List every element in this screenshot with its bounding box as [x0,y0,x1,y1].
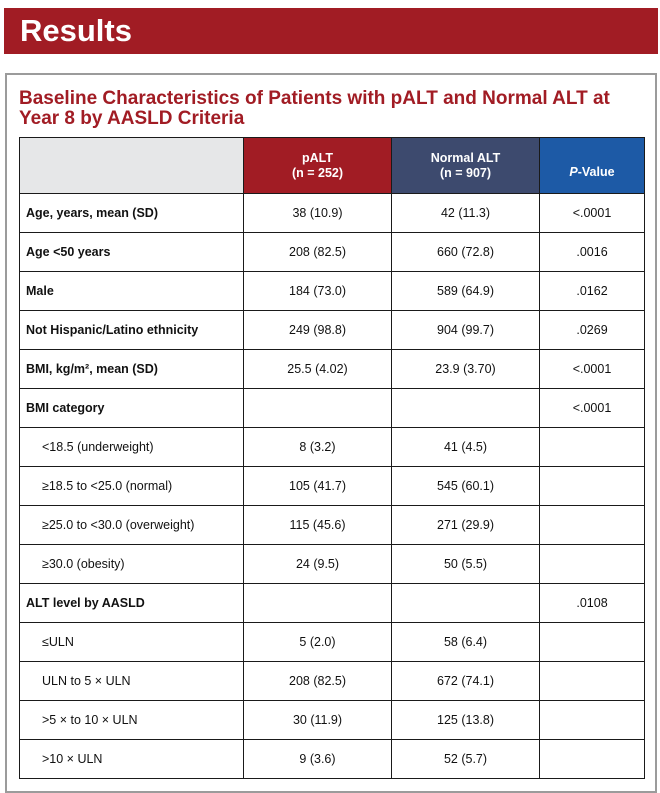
header-normal-label: Normal ALT [430,150,501,165]
palt-value: 184 (73.0) [243,271,392,311]
palt-value: 8 (3.2) [243,427,392,467]
header-normal-alt: Normal ALT (n = 907) [391,137,540,194]
p-value: <.0001 [539,349,645,389]
row-label: ≥30.0 (obesity) [19,544,244,584]
palt-value: 115 (45.6) [243,505,392,545]
normal-alt-value: 589 (64.9) [391,271,540,311]
normal-alt-value: 42 (11.3) [391,193,540,233]
row-label: >10 × ULN [19,739,244,779]
palt-value: 24 (9.5) [243,544,392,584]
normal-alt-value: 545 (60.1) [391,466,540,506]
row-label: ALT level by AASLD [19,583,244,623]
table-row: Not Hispanic/Latino ethnicity 249 (98.8) 9… [19,310,645,350]
p-value: .0269 [539,310,645,350]
row-label: ULN to 5 × ULN [19,661,244,701]
palt-value: 30 (11.9) [243,700,392,740]
palt-value: 208 (82.5) [243,232,392,272]
row-label: BMI, kg/m², mean (SD) [19,349,244,389]
normal-alt-value: 125 (13.8) [391,700,540,740]
p-value: <.0001 [539,193,645,233]
table-row: <18.5 (underweight) 8 (3.2) 41 (4.5) [19,427,645,467]
table-row: ALT level by AASLD .0108 [19,583,645,623]
p-value [539,427,645,467]
p-value: .0162 [539,271,645,311]
normal-alt-value: 672 (74.1) [391,661,540,701]
row-label: ≥18.5 to <25.0 (normal) [19,466,244,506]
palt-value [243,583,392,623]
table-row: Age, years, mean (SD) 38 (10.9) 42 (11.3) <… [19,193,645,233]
p-value [539,622,645,662]
p-value [539,739,645,779]
table-row: Age <50 years 208 (82.5) 660 (72.8) .0016 [19,232,645,272]
normal-alt-value: 50 (5.5) [391,544,540,584]
normal-alt-value: 41 (4.5) [391,427,540,467]
table-row: >5 × to 10 × ULN 30 (11.9) 125 (13.8) [19,700,645,740]
results-banner: Results [4,8,658,54]
row-label: Age <50 years [19,232,244,272]
header-palt-label: pALT [301,150,333,165]
table-row: >10 × ULN 9 (3.6) 52 (5.7) [19,739,645,779]
normal-alt-value [391,583,540,623]
palt-value: 38 (10.9) [243,193,392,233]
normal-alt-value: 23.9 (3.70) [391,349,540,389]
normal-alt-value: 52 (5.7) [391,739,540,779]
row-label: ≥25.0 to <30.0 (overweight) [19,505,244,545]
table-row: Male 184 (73.0) 589 (64.9) .0162 [19,271,645,311]
table-row: ≥30.0 (obesity) 24 (9.5) 50 (5.5) [19,544,645,584]
row-label: BMI category [19,388,244,428]
row-label: ≤ULN [19,622,244,662]
table-row: BMI, kg/m², mean (SD) 25.5 (4.02) 23.9 (3.… [19,349,645,389]
normal-alt-value: 58 (6.4) [391,622,540,662]
row-label: <18.5 (underweight) [19,427,244,467]
p-value: <.0001 [539,388,645,428]
table-row: ≤ULN 5 (2.0) 58 (6.4) [19,622,645,662]
table-card: Baseline Characteristics of Patients wit… [5,73,657,793]
table-row: ULN to 5 × ULN 208 (82.5) 672 (74.1) [19,661,645,701]
p-value: .0016 [539,232,645,272]
p-value: .0108 [539,583,645,623]
header-p-italic: P [569,165,578,179]
palt-value: 25.5 (4.02) [243,349,392,389]
normal-alt-value: 660 (72.8) [391,232,540,272]
row-label: Male [19,271,244,311]
banner-title: Results [20,13,132,48]
palt-value: 9 (3.6) [243,739,392,779]
header-blank-cell [19,137,244,194]
p-value [539,661,645,701]
row-label: >5 × to 10 × ULN [19,700,244,740]
p-value [539,466,645,506]
table-row: ≥25.0 to <30.0 (overweight) 115 (45.6) 271… [19,505,645,545]
baseline-characteristics-table: pALT (n = 252) Normal ALT (n = 907) P-Va… [19,137,645,779]
header-p-value: P-Value [539,137,645,194]
p-value [539,505,645,545]
card-title: Baseline Characteristics of Patients wit… [19,88,610,129]
table-row: BMI category <.0001 [19,388,645,428]
normal-alt-value: 904 (99.7) [391,310,540,350]
normal-alt-value [391,388,540,428]
header-normal-n: (n = 907) [439,165,492,180]
p-value [539,544,645,584]
header-palt-n: (n = 252) [291,165,344,180]
table-header-row: pALT (n = 252) Normal ALT (n = 907) P-Va… [19,137,645,194]
header-p-rest: -Value [577,165,615,179]
palt-value: 249 (98.8) [243,310,392,350]
palt-value: 5 (2.0) [243,622,392,662]
row-label: Age, years, mean (SD) [19,193,244,233]
palt-value: 208 (82.5) [243,661,392,701]
table-row: ≥18.5 to <25.0 (normal) 105 (41.7) 545 (60… [19,466,645,506]
normal-alt-value: 271 (29.9) [391,505,540,545]
row-label: Not Hispanic/Latino ethnicity [19,310,244,350]
p-value [539,700,645,740]
palt-value: 105 (41.7) [243,466,392,506]
table-body: Age, years, mean (SD) 38 (10.9) 42 (11.3) <… [19,193,645,779]
palt-value [243,388,392,428]
header-palt: pALT (n = 252) [243,137,392,194]
